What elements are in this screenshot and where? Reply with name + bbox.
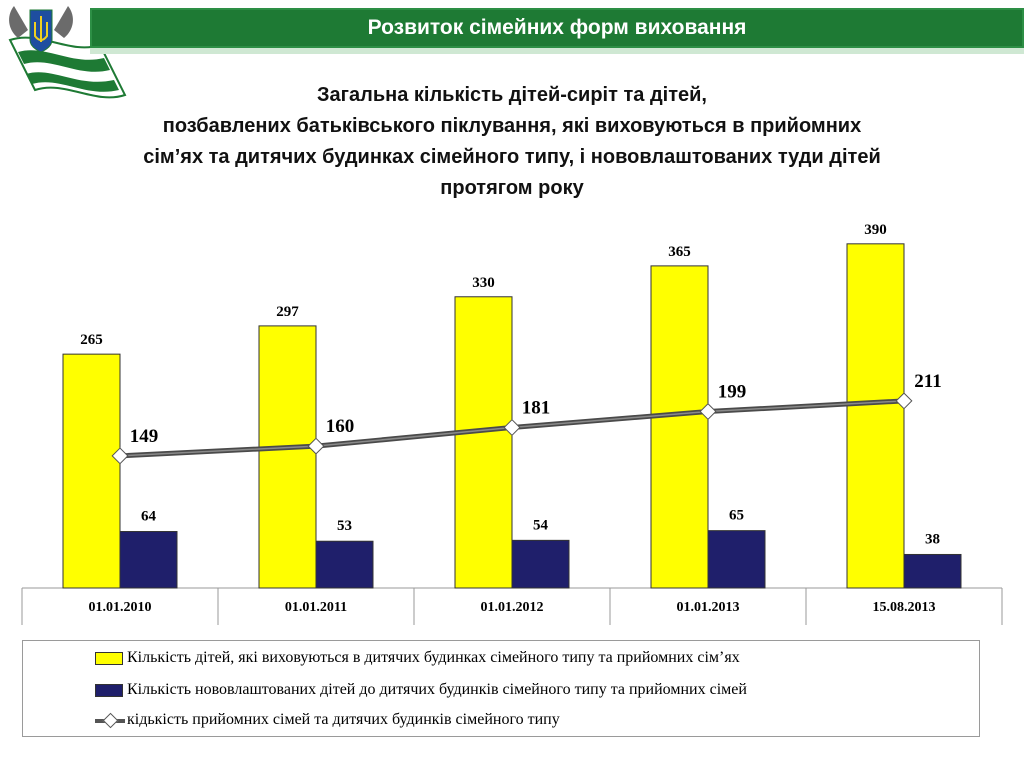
category-label: 01.01.2013 (677, 600, 740, 615)
legend-swatch-line (95, 712, 125, 729)
header-bar (90, 8, 1024, 48)
data-label-line: 181 (522, 397, 551, 418)
chart-title: Загальна кількість дітей-сиріт та дітей,… (30, 80, 994, 204)
legend-item-yellow: Кількість дітей, які виховуються в дитяч… (95, 645, 740, 671)
chart-title-line-2: позбавлених батьківського піклування, як… (162, 115, 862, 137)
chart-legend: Кількість дітей, які виховуються в дитяч… (22, 640, 980, 737)
legend-label-navy: Кількість нововлаштованих дітей до дитяч… (127, 681, 747, 698)
legend-label-line: кідькість прийомних сімей та дитячих буд… (127, 711, 560, 728)
data-label-line: 199 (718, 382, 747, 403)
bar-yellow (454, 296, 513, 589)
data-label-line: 149 (130, 426, 159, 447)
line-point-marker (111, 447, 129, 465)
bar-navy (511, 539, 570, 589)
category-label: 01.01.2010 (89, 600, 152, 615)
line-point-marker (503, 419, 521, 436)
bar-navy (119, 531, 178, 589)
data-label-yellow: 265 (80, 332, 103, 348)
chart-title-line-1: Загальна кількість дітей-сиріт та дітей, (317, 84, 707, 106)
bar-navy (315, 540, 374, 589)
category-label: 15.08.2013 (873, 600, 936, 615)
legend-item-line: кідькість прийомних сімей та дитячих буд… (95, 707, 560, 733)
data-label-navy: 64 (141, 509, 157, 525)
bar-yellow (650, 265, 709, 589)
category-label: 01.01.2011 (285, 600, 347, 615)
data-label-yellow: 390 (864, 222, 887, 238)
line-point-marker (699, 403, 717, 421)
category-label: 01.01.2012 (481, 600, 544, 615)
legend-swatch-navy (95, 683, 123, 697)
legend-item-navy: Кількість нововлаштованих дітей до дитяч… (95, 677, 747, 703)
chart-title-line-4: протягом року (440, 177, 584, 199)
data-label-yellow: 365 (668, 244, 691, 260)
bar-navy (707, 530, 766, 589)
data-label-line: 160 (326, 416, 355, 437)
bar-yellow (62, 353, 121, 589)
data-label-line: 211 (914, 371, 941, 392)
bar-navy (903, 553, 962, 589)
data-label-navy: 38 (925, 531, 940, 547)
bar-yellow (258, 325, 317, 589)
data-label-navy: 65 (729, 508, 744, 524)
header-stripe (90, 48, 1024, 54)
data-label-navy: 53 (337, 518, 352, 534)
data-label-yellow: 297 (276, 304, 299, 320)
line-point-marker (307, 437, 325, 455)
legend-label-yellow: Кількість дітей, які виховуються в дитяч… (127, 649, 740, 666)
page-title: Розвиток сімейних форм виховання (367, 16, 747, 39)
bar-yellow (846, 243, 905, 589)
line-point-marker (895, 392, 913, 410)
data-label-yellow: 330 (472, 275, 495, 291)
legend-swatch-yellow (95, 651, 123, 665)
data-label-navy: 54 (533, 517, 549, 533)
chart-title-line-3: сім’ях та дитячих будинках сімейного тип… (143, 146, 881, 168)
